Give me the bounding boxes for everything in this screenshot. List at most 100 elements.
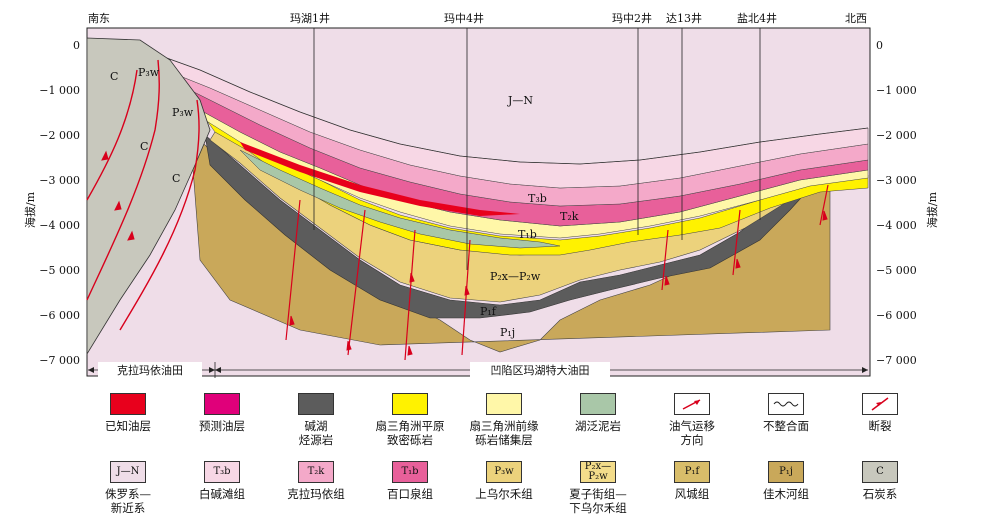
legend-label: 上乌尔禾组 — [475, 487, 533, 501]
legend-label: 风城组 — [674, 487, 710, 501]
fengcheng-swatch: P₁f — [674, 461, 710, 483]
legend-label: 百口泉组 — [387, 487, 433, 501]
well-label: 玛中2井 — [612, 11, 652, 25]
migration-arrows — [101, 150, 828, 356]
legend-item-fan-plain: 扇三角洲平原 致密砾岩 — [360, 393, 460, 447]
axis-tick: −1 000 — [39, 84, 80, 97]
legend-item-fault: 断裂 — [830, 393, 930, 433]
legend-label: 侏罗系— 新近系 — [105, 487, 151, 515]
fault-line — [119, 99, 200, 331]
legend-item-baikouquan: T₁b 百口泉组 — [360, 461, 460, 501]
baijiantan-swatch: T₃b — [204, 461, 240, 483]
fault-line — [819, 184, 829, 226]
jiamuhe-swatch: P₁j — [768, 461, 804, 483]
well-label: 玛湖1井 — [290, 11, 330, 25]
fault-line — [86, 69, 138, 201]
well-label: 盐北4井 — [737, 11, 777, 25]
legend-item-lake-mud: 湖泛泥岩 — [548, 393, 648, 433]
known-oil-swatch — [110, 393, 146, 415]
formation-label: J—N — [507, 94, 533, 107]
legend-item-migration: 油气运移 方向 — [642, 393, 742, 447]
formation-label: P₁f — [480, 305, 497, 318]
formation-label: C — [110, 70, 118, 83]
legend-label: 碱湖 烃源岩 — [298, 419, 334, 447]
legend-label: 不整合面 — [763, 419, 809, 433]
unconformity-jn — [149, 51, 869, 165]
legend-item-karamay: T₂k 克拉玛依组 — [266, 461, 366, 501]
fault-swatch — [862, 393, 898, 415]
legend-label: 断裂 — [868, 419, 892, 433]
axis-tick: −5 000 — [876, 264, 917, 277]
formation-label: P₂x—P₂w — [490, 270, 541, 283]
karamay-swatch: T₂k — [298, 461, 334, 483]
lake-mud-swatch — [580, 393, 616, 415]
jurassic-neogene-swatch: J—N — [110, 461, 146, 483]
layer-carboniferous — [86, 37, 211, 356]
fault-line — [285, 199, 301, 341]
axis-tick: 0 — [876, 39, 883, 52]
axis-tick: −4 000 — [39, 219, 80, 232]
faults-basin — [285, 184, 829, 361]
axis-tick: −3 000 — [876, 174, 917, 187]
legend-label: 克拉玛依组 — [287, 487, 345, 501]
fault-line — [86, 59, 160, 301]
legend-label: 预测油层 — [199, 419, 245, 433]
formation-label: T₃b — [528, 192, 547, 205]
layer-lake-mud — [239, 149, 561, 249]
fault-line — [347, 209, 366, 356]
upper-wuerhe-swatch: P₃w — [486, 461, 522, 483]
legend-item-upper-wuerhe: P₃w 上乌尔禾组 — [454, 461, 554, 501]
carboniferous-swatch: C — [862, 461, 898, 483]
axis-tick: −7 000 — [876, 354, 917, 367]
axis-label: 海拔/m — [23, 191, 37, 228]
legend-item-xiazijie: P₂x— P₂w 夏子街组— 下乌尔禾组 — [548, 461, 648, 515]
axis-tick: −3 000 — [39, 174, 80, 187]
well-label: 玛中4井 — [444, 11, 484, 25]
left-axis: 0 −1 000 −2 000 −3 000 −4 000 −5 000 −6 … — [23, 39, 80, 367]
legend: 已知油层 预测油层 碱湖 烃源岩 扇三角洲平原 致密砾岩 扇三角洲前缘 砾岩储集层 湖泛泥… — [78, 393, 978, 527]
range-label-bg — [470, 362, 610, 377]
formation-label: C — [140, 140, 148, 153]
geologic-cross-section: 南东 北西 玛湖1井 玛中4井 玛中2井 达13井 盐北4井 0 −1 000 … — [23, 11, 939, 378]
axis-tick: −5 000 — [39, 264, 80, 277]
axis-label: 海拔/m — [925, 191, 939, 228]
wells — [313, 28, 761, 270]
legend-item-fengcheng: P₁f 风城组 — [642, 461, 742, 501]
fault-line — [404, 229, 416, 361]
source-rock-swatch — [298, 393, 334, 415]
fault-line — [661, 229, 669, 291]
legend-label: 夏子街组— 下乌尔禾组 — [569, 487, 627, 515]
formation-label: P₃w — [138, 66, 160, 79]
migration-arrow — [822, 210, 828, 221]
fault-line — [732, 209, 741, 276]
migration-arrow — [289, 315, 295, 326]
migration-arrow — [664, 275, 670, 286]
legend-item-fan-front: 扇三角洲前缘 砾岩储集层 — [454, 393, 554, 447]
legend-item-source-rock: 碱湖 烃源岩 — [266, 393, 366, 447]
fan-front-swatch — [486, 393, 522, 415]
legend-item-baijiantan: T₃b 白碱滩组 — [172, 461, 272, 501]
migration-arrow — [127, 230, 135, 241]
formation-label: T₂k — [560, 210, 579, 223]
legend-label: 白碱滩组 — [199, 487, 245, 501]
axis-tick: 0 — [73, 39, 80, 52]
right-axis: 0 −1 000 −2 000 −3 000 −4 000 −5 000 −6 … — [876, 39, 939, 367]
legend-item-jiamuhe: P₁j 佳木河组 — [736, 461, 836, 501]
fan-plain-swatch — [392, 393, 428, 415]
legend-item-predicted-oil: 预测油层 — [172, 393, 272, 433]
layer-fan-plain — [204, 117, 869, 256]
migration-arrow — [407, 345, 413, 356]
migration-arrow — [114, 200, 122, 211]
legend-label: 扇三角洲前缘 砾岩储集层 — [469, 419, 539, 447]
legend-item-known-oil: 已知油层 — [78, 393, 178, 433]
legend-label: 扇三角洲平原 致密砾岩 — [375, 419, 445, 447]
baikouquan-swatch: T₁b — [392, 461, 428, 483]
legend-label: 已知油层 — [105, 419, 151, 433]
oil-field-range: 克拉玛依油田 凹陷区玛湖特大油田 — [88, 362, 868, 378]
fault-line — [461, 239, 471, 356]
predicted-oil-swatch — [204, 393, 240, 415]
faults-left — [86, 59, 200, 331]
legend-label: 油气运移 方向 — [669, 419, 715, 447]
legend-item-unconformity: 不整合面 — [736, 393, 836, 433]
legend-label: 石炭系 — [862, 487, 898, 501]
